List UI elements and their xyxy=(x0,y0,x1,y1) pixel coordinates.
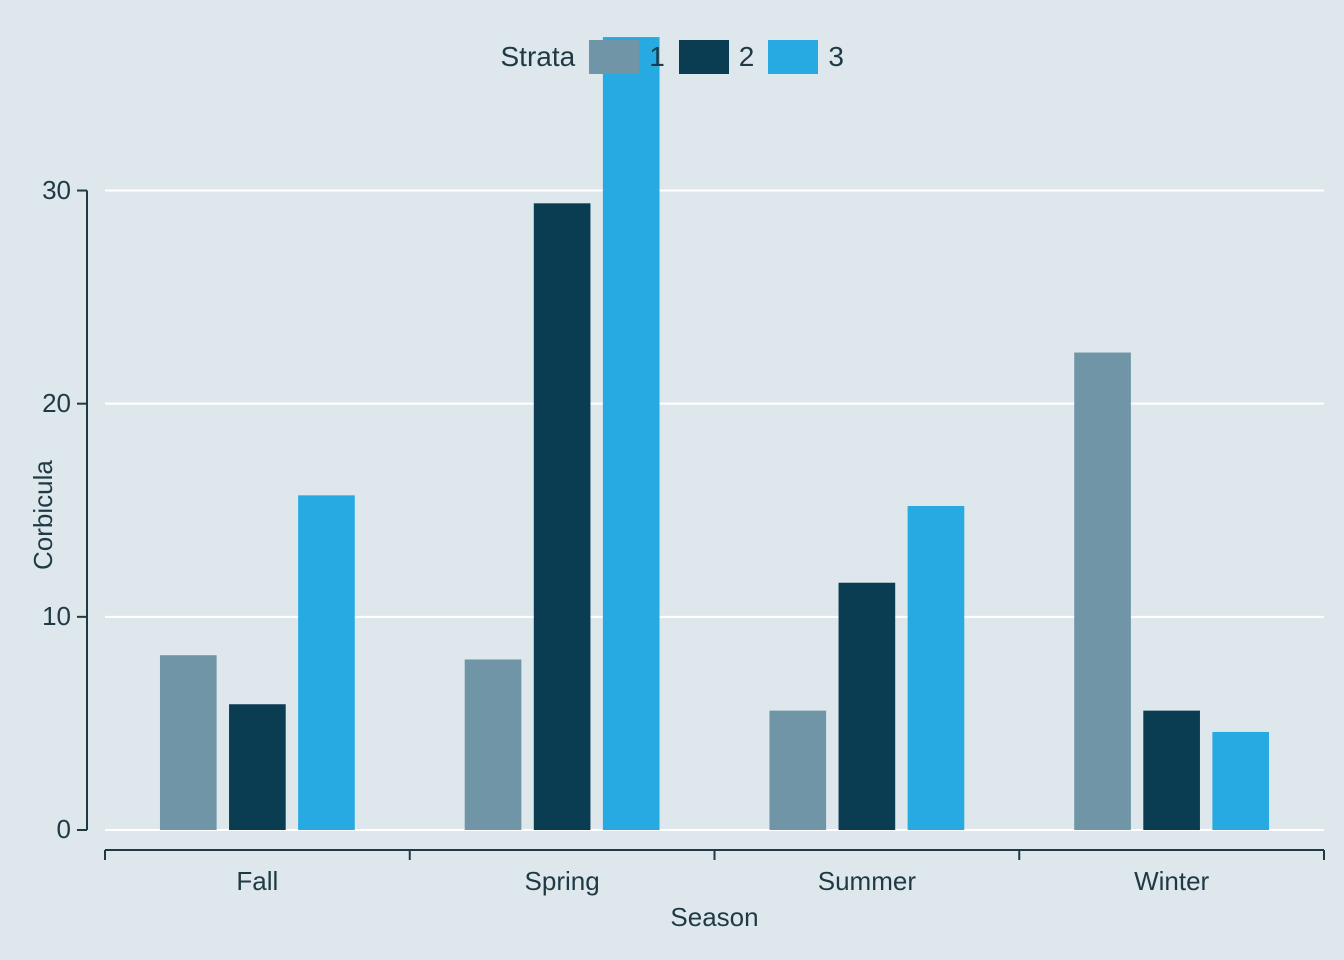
legend-item: 1 xyxy=(589,40,665,74)
x-tick-label: Winter xyxy=(1072,866,1272,897)
y-tick-label: 0 xyxy=(57,814,71,845)
legend-item: 3 xyxy=(768,40,844,74)
bar xyxy=(603,37,660,830)
bar xyxy=(229,704,286,830)
bar xyxy=(1143,711,1200,830)
legend-label: 3 xyxy=(828,41,844,73)
bar xyxy=(465,659,522,830)
chart-stage: 0 10 20 30 Fall Spring Summer Winter Season Corbi… xyxy=(0,0,1344,960)
y-tick-label: 20 xyxy=(42,388,71,419)
y-tick-label: 30 xyxy=(42,175,71,206)
legend-item: 2 xyxy=(679,40,755,74)
legend-swatch xyxy=(679,40,729,74)
bar xyxy=(839,583,896,830)
x-tick-label: Fall xyxy=(157,866,357,897)
x-tick-label: Spring xyxy=(462,866,662,897)
legend-label: 1 xyxy=(649,41,665,73)
bar xyxy=(908,506,965,830)
bar xyxy=(1212,732,1269,830)
y-tick-label: 10 xyxy=(42,601,71,632)
legend-label: 2 xyxy=(739,41,755,73)
y-axis-title: Corbicula xyxy=(28,460,59,570)
bar xyxy=(160,655,217,830)
legend: Strata 1 2 3 xyxy=(501,40,844,74)
bar xyxy=(298,495,355,830)
bar xyxy=(1074,353,1131,830)
legend-swatch xyxy=(768,40,818,74)
legend-title: Strata xyxy=(501,41,576,73)
chart-svg xyxy=(0,0,1344,960)
bar xyxy=(769,711,826,830)
legend-swatch xyxy=(589,40,639,74)
x-axis-title: Season xyxy=(615,902,815,933)
bar xyxy=(534,203,591,830)
x-tick-label: Summer xyxy=(767,866,967,897)
